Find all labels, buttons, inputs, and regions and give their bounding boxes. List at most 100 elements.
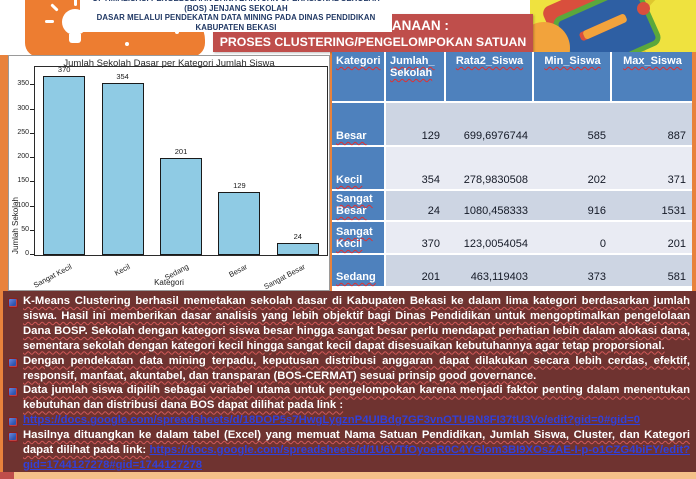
chart-bar: [276, 243, 319, 255]
y-tick-label: 200: [17, 153, 29, 161]
table-row: Kecil 354 278,9830508 202 371: [332, 147, 692, 191]
chart-bar: [218, 192, 261, 255]
row-category-cell: Sangat Kecil: [332, 222, 386, 255]
row-value-cell: 201: [386, 255, 446, 286]
bullet-icon: [8, 357, 18, 368]
header-line-2: DASAR MELALUI PENDEKATAN DATA MINING PAD…: [96, 13, 376, 32]
y-tick-label: 0: [25, 250, 29, 257]
middle-frame-strip: [330, 52, 332, 291]
bar-value-label: 354: [116, 72, 129, 82]
y-tick-label: 150: [17, 177, 29, 185]
red-dot-decoration: [637, 2, 650, 15]
row-value-cell: 0: [534, 222, 612, 255]
row-value-cell: 581: [612, 255, 692, 286]
bullet-item: K-Means Clustering berhasil memetakan se…: [7, 294, 690, 354]
y-tick-label: 50: [21, 225, 29, 233]
header-line-1: OPTIMALISASI PENGELOLAAN DANA BANTUAN OP…: [92, 0, 380, 13]
row-value-cell: 278,9830508: [446, 147, 534, 191]
bullet-text-segment: Hasilnya dituangkan ke dalam tabel (Exce…: [23, 429, 690, 457]
books-illustration: [530, 0, 696, 52]
y-tick-mark: [30, 108, 34, 110]
bullet-icon: [8, 387, 18, 398]
row-value-cell: 373: [534, 255, 612, 286]
row-category-cell: Sangat Besar: [332, 191, 386, 222]
bullet-icon: [8, 298, 18, 308]
bullet-text-segment: K-Means Clustering berhasil memetakan se…: [23, 295, 690, 352]
y-tick-mark: [30, 132, 34, 134]
bullet-item: https://docs.google.com/spreadsheets/d/1…: [7, 413, 690, 428]
row-value-cell: 123,0054054: [446, 222, 534, 255]
column-header-kategori: Kategori: [332, 52, 386, 103]
chart-bar: [160, 157, 202, 255]
y-tick-mark: [30, 205, 34, 207]
table-row: Sedang 201 463,119403 373 581: [332, 255, 692, 286]
bullet-item: Hasilnya dituangkan ke dalam tabel (Exce…: [7, 428, 690, 473]
row-value-cell: 202: [534, 147, 612, 191]
y-tick-mark: [30, 181, 34, 183]
chart-bar: [101, 83, 144, 255]
y-tick-mark: [30, 84, 34, 86]
bar-value-label: 201: [174, 146, 188, 156]
spreadsheet-link[interactable]: https://docs.google.com/spreadsheets/d/1…: [23, 444, 690, 471]
y-tick-mark: [30, 157, 34, 159]
bullet-icon: [8, 417, 18, 428]
slide-header-text: OPTIMALISASI PENGELOLAAN DANA BANTUAN OP…: [80, 0, 392, 32]
row-category-cell: Sedang: [332, 255, 386, 286]
column-header-jumlah-sekolah: Jumlah_ Sekolah: [386, 52, 446, 103]
column-header-min-siswa: Min_Siswa: [534, 52, 612, 103]
y-tick-label: 300: [17, 104, 29, 112]
row-value-cell: 201: [612, 222, 692, 255]
x-category-label: Kecil: [113, 262, 132, 278]
row-value-cell: 699,6976744: [446, 103, 534, 147]
bullet-text: K-Means Clustering berhasil memetakan se…: [23, 294, 690, 354]
bullet-icon: [8, 432, 18, 443]
row-value-cell: 463,119403: [446, 255, 534, 286]
row-value-cell: 916: [534, 191, 612, 222]
table-header-row: Kategori Jumlah_ Sekolah Rata2_Siswa Min…: [332, 52, 692, 103]
table-row: Sangat Besar 24 1080,458333 916 1531: [332, 191, 692, 222]
chart-bar: [43, 75, 86, 255]
y-tick-label: 250: [17, 128, 29, 136]
bullet-item: Dengan pendekatan data mining terpadu, k…: [7, 354, 690, 384]
chart-title: Jumlah Sekolah Dasar per Kategori Jumlah…: [63, 58, 275, 69]
row-value-cell: 585: [534, 103, 612, 147]
x-category-label: Besar: [227, 262, 249, 280]
bullet-text: Dengan pendekatan data mining terpadu, k…: [23, 354, 690, 384]
row-value-cell: 1531: [612, 191, 692, 222]
bullet-text-segment: Data jumlah siswa dipilih sebagai variab…: [23, 384, 690, 412]
bullet-list: K-Means Clustering berhasil memetakan se…: [7, 294, 690, 473]
table-row: Besar 129 699,6976744 585 887: [332, 103, 692, 147]
bar-value-label: 129: [233, 181, 246, 191]
conclusions-panel: K-Means Clustering berhasil memetakan se…: [0, 291, 696, 472]
row-value-cell: 887: [612, 103, 692, 147]
chart-x-axis-label: Kategori: [154, 278, 184, 287]
bullet-item: Data jumlah siswa dipilih sebagai variab…: [7, 383, 690, 413]
row-value-cell: 371: [612, 147, 692, 191]
chart-plot-area: 370 354 201 129 24: [34, 64, 328, 256]
column-header-max-siswa: Max_Siswa: [612, 52, 692, 103]
y-tick-label: 350: [17, 80, 29, 88]
row-value-cell: 370: [386, 222, 446, 255]
y-tick-mark: [30, 254, 34, 255]
bottom-frame-accent: [0, 472, 14, 479]
cluster-statistics-table: Kategori Jumlah_ Sekolah Rata2_Siswa Min…: [332, 52, 692, 291]
table-row: Sangat Kecil 370 123,0054054 0 201: [332, 222, 692, 255]
row-value-cell: 1080,458333: [446, 191, 534, 222]
bullet-text: Hasilnya dituangkan ke dalam tabel (Exce…: [23, 428, 690, 473]
row-category-cell: Kecil: [332, 147, 386, 191]
row-value-cell: 24: [386, 191, 446, 222]
left-frame-strip: [0, 55, 8, 291]
bar-chart: Jumlah Sekolah Dasar per Kategori Jumlah…: [8, 55, 330, 291]
column-header-rata2-siswa: Rata2_Siswa: [446, 52, 534, 103]
bar-value-label: 24: [293, 232, 302, 242]
bullet-text: Data jumlah siswa dipilih sebagai variab…: [23, 383, 690, 413]
bar-value-label: 370: [57, 64, 71, 74]
bottom-frame-strip: [0, 472, 696, 479]
spreadsheet-link[interactable]: https://docs.google.com/spreadsheets/d/1…: [23, 414, 641, 427]
bullet-text-segment: Dengan pendekatan data mining terpadu, k…: [23, 354, 690, 382]
y-tick-label: 100: [17, 201, 29, 209]
row-value-cell: 129: [386, 103, 446, 147]
right-frame-strip: [692, 52, 696, 291]
y-tick-mark: [30, 229, 34, 231]
